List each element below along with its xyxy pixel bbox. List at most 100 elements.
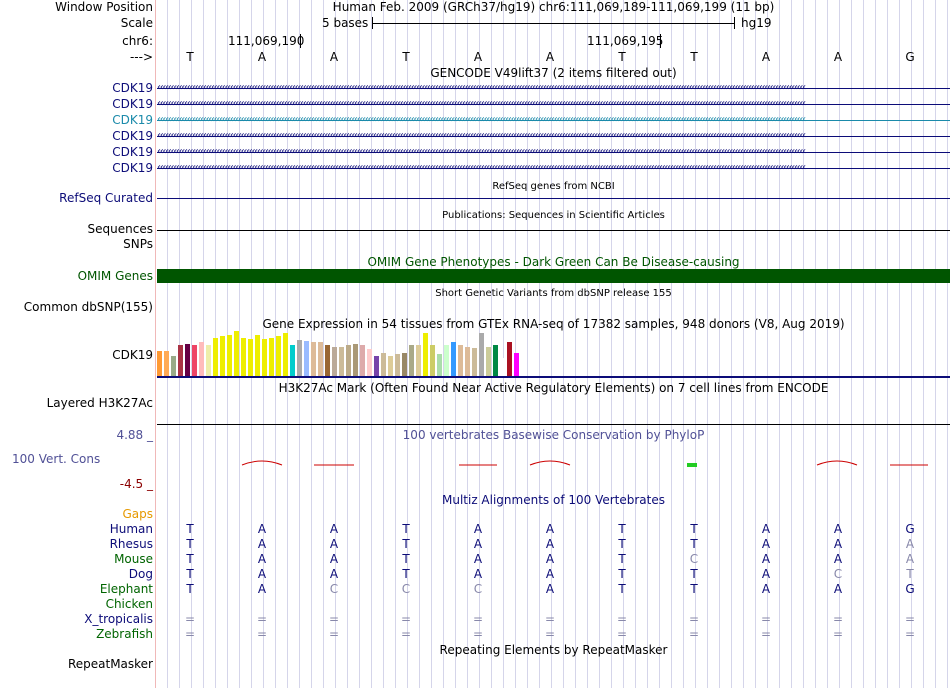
multiz-base: = [760, 627, 772, 641]
multiz-base: A [257, 522, 267, 536]
multiz-species-label[interactable]: Mouse [114, 552, 153, 566]
gencode-gene-line[interactable]: ‹‹‹‹‹‹‹‹‹‹‹‹‹‹‹‹‹‹‹‹‹‹‹‹‹‹‹‹‹‹‹‹‹‹‹‹‹‹‹‹… [157, 131, 950, 141]
gtex-tissue-bar[interactable] [346, 345, 351, 376]
gencode-gene-label[interactable]: CDK19 [112, 145, 153, 159]
gencode-gene-line[interactable]: ‹‹‹‹‹‹‹‹‹‹‹‹‹‹‹‹‹‹‹‹‹‹‹‹‹‹‹‹‹‹‹‹‹‹‹‹‹‹‹‹… [157, 115, 950, 125]
gtex-tissue-bar[interactable] [227, 335, 232, 376]
gtex-tissue-bar[interactable] [325, 345, 330, 376]
gtex-tissue-bar[interactable] [185, 344, 190, 376]
gtex-tissue-bar[interactable] [192, 345, 197, 376]
gtex-tissue-bar[interactable] [514, 353, 519, 376]
gtex-tissue-bar[interactable] [451, 342, 456, 376]
gtex-tissue-bar[interactable] [255, 335, 260, 376]
gencode-gene-label[interactable]: CDK19 [112, 81, 153, 95]
multiz-species-label[interactable]: Human [109, 522, 153, 536]
publications-track-label[interactable]: Sequences [87, 222, 153, 236]
gtex-tissue-bar[interactable] [402, 353, 407, 376]
gtex-tissue-bar[interactable] [283, 333, 288, 376]
base-letter: T [186, 50, 194, 64]
multiz-species-label[interactable]: Rhesus [109, 537, 153, 551]
multiz-base: = [472, 627, 484, 641]
gtex-tissue-bar[interactable] [472, 348, 477, 376]
repeatmasker-track-title: Repeating Elements by RepeatMasker [439, 643, 668, 657]
gencode-gene-line[interactable]: ‹‹‹‹‹‹‹‹‹‹‹‹‹‹‹‹‹‹‹‹‹‹‹‹‹‹‹‹‹‹‹‹‹‹‹‹‹‹‹‹… [157, 99, 950, 109]
refseq-line[interactable] [157, 198, 950, 199]
multiz-base: T [618, 522, 626, 536]
multiz-species-label[interactable]: Dog [128, 567, 153, 581]
gtex-tissue-bar[interactable] [220, 336, 225, 376]
publications-track-title: Publications: Sequences in Scientific Ar… [442, 210, 665, 221]
gtex-tissue-bar[interactable] [199, 342, 204, 376]
gtex-tissue-bar[interactable] [297, 340, 302, 376]
gtex-tissue-bar[interactable] [206, 345, 211, 376]
gencode-gene-line[interactable]: ‹‹‹‹‹‹‹‹‹‹‹‹‹‹‹‹‹‹‹‹‹‹‹‹‹‹‹‹‹‹‹‹‹‹‹‹‹‹‹‹… [157, 83, 950, 93]
gtex-tissue-bar[interactable] [423, 333, 428, 376]
h3k27ac-track-label[interactable]: Layered H3K27Ac [46, 396, 153, 410]
gtex-tissue-bar[interactable] [332, 347, 337, 376]
gtex-tissue-bar[interactable] [465, 347, 470, 376]
gtex-tissue-bar[interactable] [234, 331, 239, 376]
gtex-tissue-bar[interactable] [164, 351, 169, 376]
publications-line[interactable] [157, 230, 950, 231]
gtex-tissue-bar[interactable] [458, 345, 463, 376]
gtex-tissue-bar[interactable] [171, 356, 176, 376]
multiz-species-label[interactable]: X_tropicalis [84, 612, 153, 626]
gtex-tissue-bar[interactable] [318, 342, 323, 376]
gtex-tissue-bar[interactable] [374, 356, 379, 376]
multiz-species-label[interactable]: Chicken [105, 597, 153, 611]
gencode-gene-label[interactable]: CDK19 [112, 113, 153, 127]
gtex-tissue-bar[interactable] [444, 345, 449, 376]
gtex-tissue-bar[interactable] [479, 333, 484, 376]
gtex-tissue-bar[interactable] [395, 354, 400, 376]
base-letter: T [402, 50, 410, 64]
gtex-tissue-bar[interactable] [360, 345, 365, 376]
snps-track-label[interactable]: SNPs [123, 237, 153, 251]
multiz-base: = [616, 627, 628, 641]
gencode-gene-label[interactable]: CDK19 [112, 97, 153, 111]
multiz-base: T [690, 537, 698, 551]
gtex-tissue-bar[interactable] [262, 339, 267, 376]
gtex-tissue-bar[interactable] [353, 344, 358, 376]
gtex-tissue-bar[interactable] [339, 347, 344, 376]
cons-track-label[interactable]: 100 Vert. Cons [12, 452, 101, 466]
multiz-base: T [618, 552, 626, 566]
base-letter: A [545, 50, 555, 64]
gtex-tissue-bar[interactable] [388, 356, 393, 376]
multiz-base: = [904, 627, 916, 641]
repeatmasker-track-label[interactable]: RepeatMasker [67, 657, 153, 671]
gtex-tissue-bar[interactable] [437, 354, 442, 376]
gtex-tissue-bar[interactable] [213, 338, 218, 376]
cons-wiggle[interactable] [157, 455, 950, 475]
gtex-tissue-bar[interactable] [276, 336, 281, 376]
gencode-gene-label[interactable]: CDK19 [112, 161, 153, 175]
gtex-tissue-bar[interactable] [409, 345, 414, 376]
gencode-gene-line[interactable]: ‹‹‹‹‹‹‹‹‹‹‹‹‹‹‹‹‹‹‹‹‹‹‹‹‹‹‹‹‹‹‹‹‹‹‹‹‹‹‹‹… [157, 147, 950, 157]
gtex-tissue-bar[interactable] [248, 339, 253, 376]
gtex-tissue-bar[interactable] [493, 345, 498, 376]
gtex-tissue-bar[interactable] [178, 345, 183, 376]
dbsnp-track-label[interactable]: Common dbSNP(155) [23, 300, 153, 314]
gtex-tissue-bar[interactable] [507, 342, 512, 376]
gtex-tissue-bar[interactable] [269, 338, 274, 376]
gencode-gene-line[interactable]: ‹‹‹‹‹‹‹‹‹‹‹‹‹‹‹‹‹‹‹‹‹‹‹‹‹‹‹‹‹‹‹‹‹‹‹‹‹‹‹‹… [157, 163, 950, 173]
multiz-species-label[interactable]: Elephant [99, 582, 153, 596]
gtex-tissue-bar[interactable] [241, 338, 246, 376]
gtex-tissue-bar[interactable] [500, 358, 505, 376]
gtex-tissue-bar[interactable] [304, 341, 309, 376]
gtex-track-label[interactable]: CDK19 [112, 348, 153, 362]
omim-gene-bar[interactable] [157, 269, 950, 283]
gtex-tissue-bar[interactable] [157, 351, 162, 376]
refseq-track-label[interactable]: RefSeq Curated [59, 191, 153, 205]
gencode-gene-label[interactable]: CDK19 [112, 129, 153, 143]
gtex-tissue-bar[interactable] [430, 345, 435, 376]
gtex-tissue-bar[interactable] [381, 353, 386, 376]
gtex-tissue-bar[interactable] [311, 342, 316, 376]
gtex-tissue-bar[interactable] [416, 345, 421, 376]
gtex-tissue-bar[interactable] [367, 349, 372, 376]
gtex-tissue-bar[interactable] [486, 347, 491, 376]
multiz-base: A [473, 522, 483, 536]
multiz-species-label[interactable]: Zebrafish [96, 627, 153, 641]
omim-track-label[interactable]: OMIM Genes [77, 269, 153, 283]
gtex-tissue-bar[interactable] [290, 345, 295, 376]
